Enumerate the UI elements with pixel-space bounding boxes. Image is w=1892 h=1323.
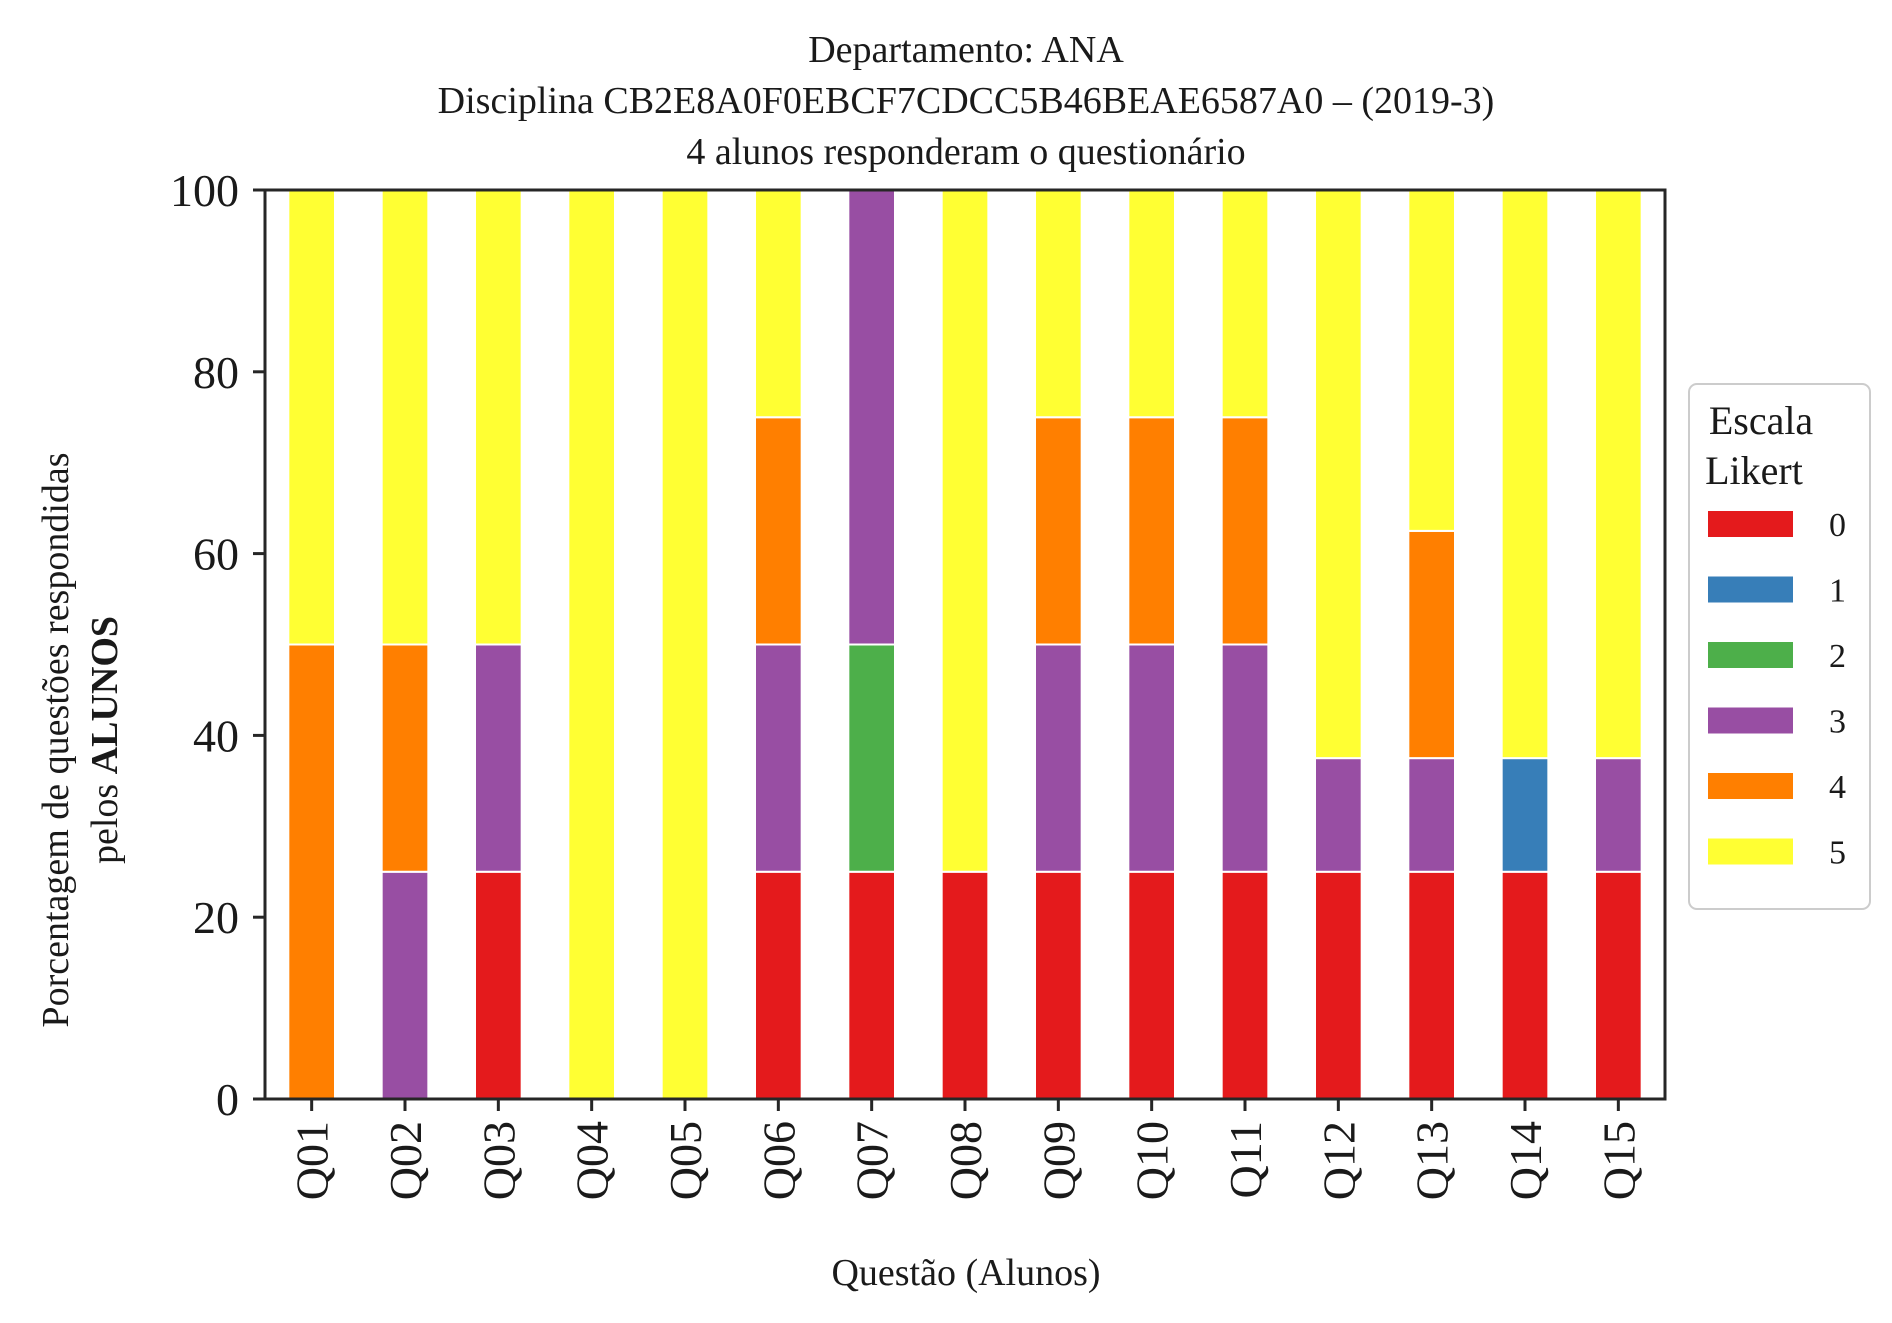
x-tick-label: Q15 — [1593, 1121, 1644, 1200]
bar-Q13-level-4 — [1407, 529, 1456, 760]
x-axis-label: Questão (Alunos) — [831, 1252, 1100, 1294]
bar-Q09-level-0 — [1034, 870, 1083, 1100]
y-axis-label-line-2: pelos ALUNOS — [84, 616, 126, 864]
bar-Q06-level-0 — [754, 870, 803, 1100]
y-tick-label: 40 — [193, 710, 239, 761]
title-line-1: Departamento: ANA — [808, 29, 1124, 71]
legend-swatch-0 — [1708, 511, 1793, 537]
legend-swatch-1 — [1708, 576, 1793, 603]
y-axis-label-line-1: Porcentagem de questões respondidas — [35, 452, 77, 1027]
bar-Q09-level-4 — [1034, 416, 1083, 646]
legend-swatch-5 — [1708, 838, 1793, 865]
bar-Q12-level-0 — [1314, 870, 1363, 1100]
bar-Q15-level-5 — [1594, 189, 1643, 760]
legend-label-5: 5 — [1829, 835, 1846, 872]
bar-Q04-level-5 — [567, 189, 617, 1100]
bar-Q15-level-3 — [1594, 757, 1643, 873]
x-tick-label: Q11 — [1220, 1121, 1271, 1199]
bar-Q09-level-3 — [1034, 643, 1083, 873]
bar-Q13-level-5 — [1407, 189, 1456, 532]
x-tick-label: Q06 — [753, 1121, 804, 1200]
bar-Q15-level-0 — [1594, 870, 1643, 1100]
x-tick-label: Q02 — [380, 1121, 431, 1200]
bar-Q11-level-0 — [1220, 870, 1270, 1100]
bar-Q01-level-4 — [287, 643, 336, 1100]
legend-label-3: 3 — [1829, 704, 1846, 741]
bar-Q13-level-0 — [1407, 870, 1456, 1100]
x-tick-label: Q12 — [1313, 1121, 1364, 1200]
bar-Q10-level-0 — [1127, 870, 1176, 1100]
bar-Q07-level-3 — [847, 189, 897, 646]
bar-Q14-level-5 — [1500, 189, 1550, 760]
bar-Q11-level-4 — [1220, 416, 1270, 646]
bar-Q10-level-3 — [1127, 643, 1176, 873]
y-ticks: 0 20 40 60 80 100 — [170, 165, 265, 1125]
bar-Q10-level-5 — [1127, 189, 1176, 419]
bar-Q11-level-5 — [1220, 189, 1270, 419]
bar-Q02-level-5 — [380, 189, 430, 646]
y-tick-label: 80 — [193, 347, 239, 398]
legend-title-line-1: Escala — [1709, 398, 1814, 443]
bar-Q03-level-0 — [474, 870, 523, 1100]
bar-Q07-level-0 — [847, 870, 897, 1100]
bar-Q12-level-3 — [1314, 757, 1363, 873]
bar-Q13-level-3 — [1407, 757, 1456, 873]
bar-Q06-level-4 — [754, 416, 803, 646]
legend: Escala Likert 0 1 2 3 4 5 — [1688, 383, 1871, 910]
title-line-3: 4 alunos responderam o questionário — [686, 131, 1245, 173]
y-axis-label: Porcentagem de questões respondidas pelo… — [35, 452, 126, 1027]
bar-Q06-level-5 — [754, 189, 803, 419]
legend-swatch-4 — [1708, 773, 1793, 799]
x-tick-label: Q05 — [660, 1121, 711, 1200]
legend-swatch-2 — [1708, 642, 1793, 668]
chart-title: Departamento: ANA Disciplina CB2E8A0F0EB… — [438, 29, 1495, 173]
bar-Q10-level-4 — [1127, 416, 1176, 646]
bar-Q09-level-5 — [1034, 189, 1083, 419]
bar-Q14-level-0 — [1500, 870, 1550, 1100]
legend-swatch-3 — [1708, 707, 1793, 734]
legend-label-1: 1 — [1829, 573, 1846, 610]
x-tick-label: Q03 — [473, 1121, 524, 1200]
x-ticks: Q01 Q02 Q03 Q04 Q05 Q06 Q07 Q08 Q09 Q10 Q11 Q12 Q13 Q… — [287, 1099, 1644, 1200]
x-tick-label: Q09 — [1033, 1121, 1084, 1200]
title-line-2: Disciplina CB2E8A0F0EBCF7CDCC5B46BEAE658… — [438, 80, 1495, 122]
bars — [287, 189, 1643, 1100]
y-tick-label: 0 — [216, 1074, 239, 1125]
legend-label-4: 4 — [1829, 769, 1846, 806]
x-tick-label: Q08 — [940, 1121, 991, 1200]
y-tick-label: 20 — [193, 892, 239, 943]
bar-Q11-level-3 — [1220, 643, 1270, 873]
bar-Q08-level-0 — [940, 870, 990, 1100]
bar-Q08-level-5 — [940, 189, 990, 873]
x-tick-label: Q13 — [1407, 1121, 1458, 1200]
bar-Q14-level-1 — [1500, 757, 1550, 873]
bar-Q03-level-5 — [474, 189, 523, 646]
bar-Q06-level-3 — [754, 643, 803, 873]
x-tick-label: Q10 — [1127, 1121, 1178, 1200]
legend-label-0: 0 — [1829, 507, 1846, 544]
y-axis-label-bold: ALUNOS — [84, 616, 126, 774]
bar-Q01-level-5 — [287, 189, 336, 646]
x-tick-label: Q01 — [287, 1121, 338, 1200]
bar-Q07-level-2 — [847, 643, 897, 873]
y-tick-label: 100 — [170, 165, 239, 216]
bar-Q02-level-4 — [380, 643, 430, 873]
bar-Q02-level-3 — [380, 870, 430, 1100]
x-tick-label: Q07 — [847, 1121, 898, 1200]
legend-label-2: 2 — [1829, 638, 1846, 675]
bar-Q12-level-5 — [1314, 189, 1363, 760]
y-axis-label-prefix: pelos — [84, 774, 126, 864]
y-tick-label: 60 — [193, 529, 239, 580]
x-tick-label: Q04 — [567, 1121, 618, 1200]
legend-title-line-2: Likert — [1705, 448, 1803, 493]
x-tick-label: Q14 — [1500, 1121, 1551, 1200]
legend-items: 0 1 2 3 4 5 — [1708, 507, 1846, 872]
bar-Q03-level-3 — [474, 643, 523, 873]
bar-Q05-level-5 — [660, 189, 710, 1100]
plot-frame — [263, 188, 1667, 1101]
